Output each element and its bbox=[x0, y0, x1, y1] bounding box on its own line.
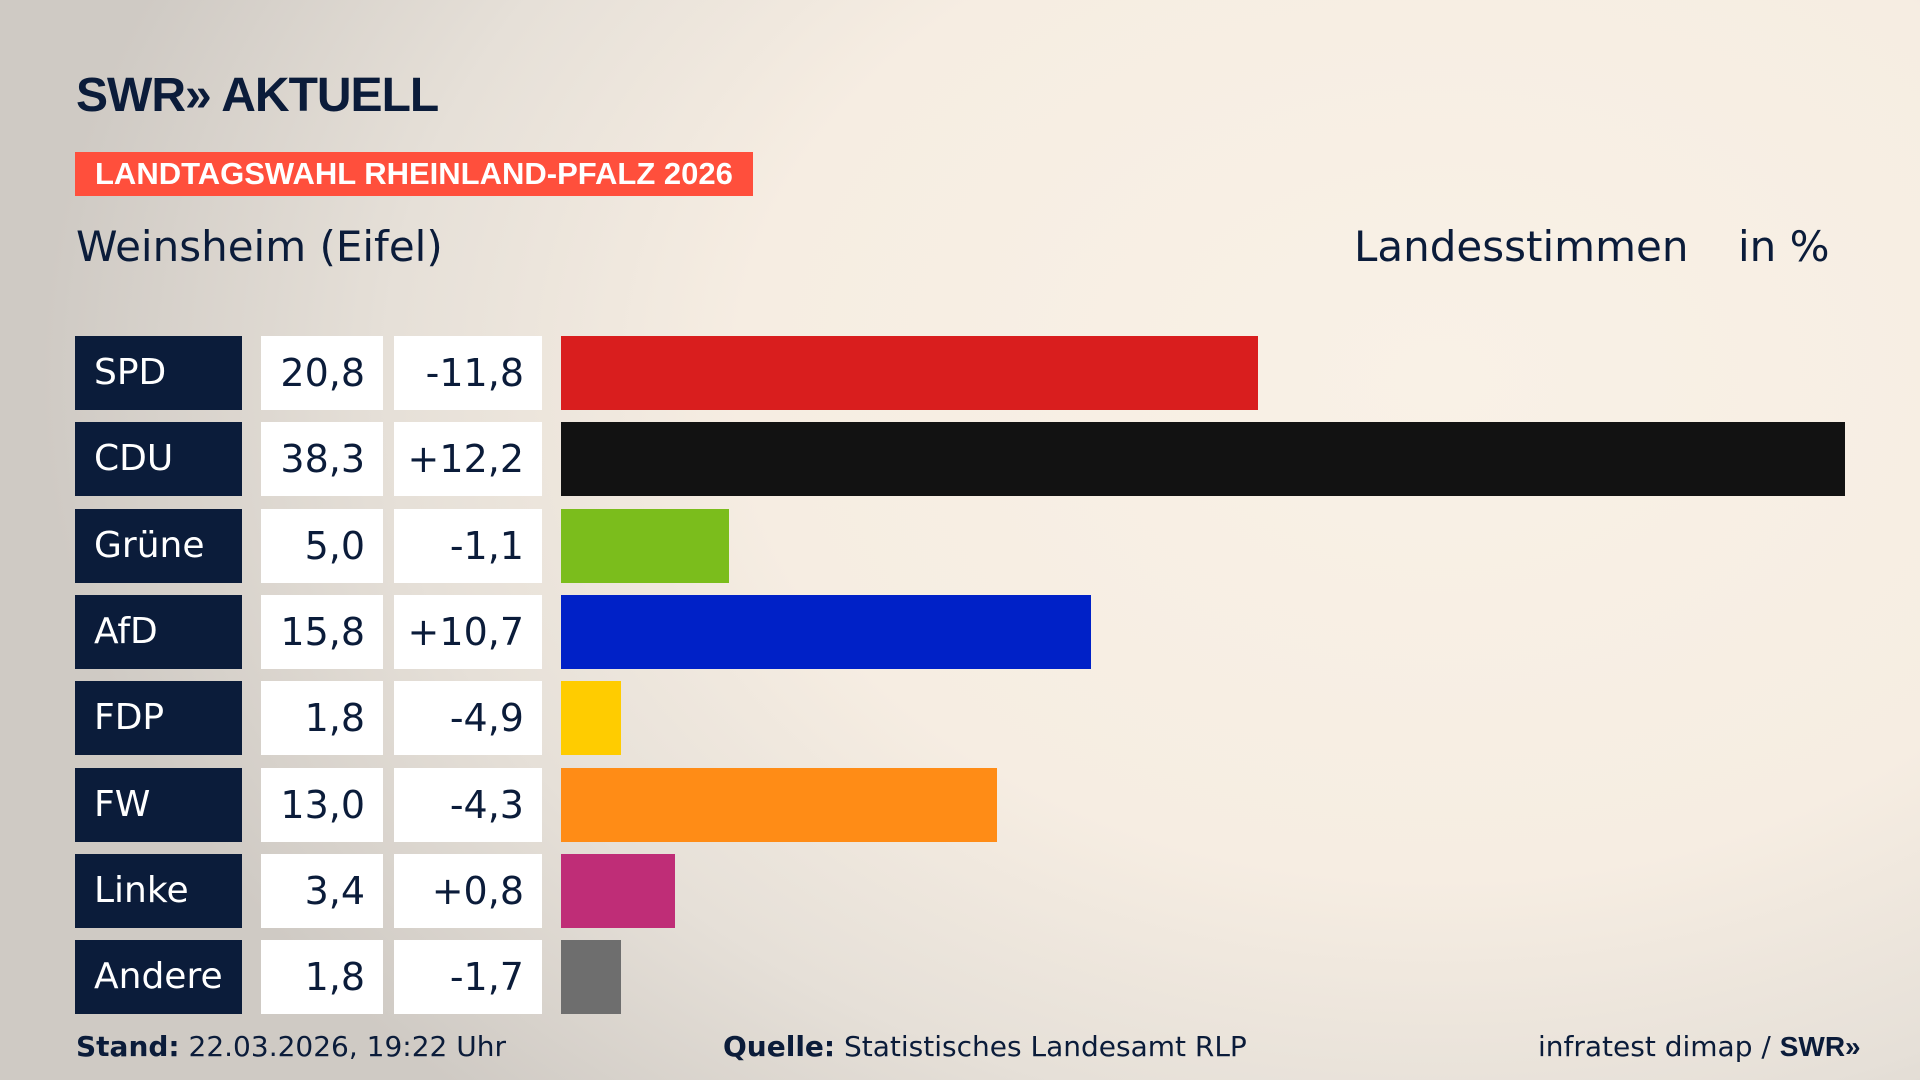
stand-label: Stand: bbox=[76, 1030, 180, 1063]
change-label: -1,7 bbox=[394, 940, 542, 1015]
timestamp: Stand: 22.03.2026, 19:22 Uhr bbox=[76, 1030, 506, 1063]
swr-aktuell-logo: SWR» AKTUELL bbox=[76, 69, 439, 122]
bar-fw bbox=[561, 767, 997, 842]
bar-linke bbox=[561, 853, 675, 928]
location-title: Weinsheim (Eifel) bbox=[76, 222, 443, 271]
party-label: Grüne bbox=[75, 508, 242, 583]
change-label: +12,2 bbox=[394, 422, 542, 497]
bar-fdp bbox=[561, 681, 622, 756]
source-value: Statistisches Landesamt RLP bbox=[844, 1030, 1247, 1063]
change-label: -1,1 bbox=[394, 508, 542, 583]
value-label: 1,8 bbox=[261, 681, 383, 756]
change-label: +0,8 bbox=[394, 853, 542, 928]
value-label: 20,8 bbox=[261, 336, 383, 410]
value-label: 13,0 bbox=[261, 767, 383, 842]
bar-afd bbox=[561, 594, 1091, 669]
credit: infratest dimap / SWR» bbox=[1538, 1030, 1861, 1063]
party-label: FW bbox=[75, 767, 242, 842]
bar-spd bbox=[561, 336, 1259, 410]
party-label: FDP bbox=[75, 681, 242, 756]
source-label: Quelle: bbox=[723, 1030, 836, 1063]
value-label: 1,8 bbox=[261, 940, 383, 1015]
measure-label: Landesstimmen bbox=[1354, 222, 1689, 271]
election-tag: LANDTAGSWAHL RHEINLAND-PFALZ 2026 bbox=[75, 152, 753, 196]
change-label: -11,8 bbox=[394, 336, 542, 410]
change-label: -4,3 bbox=[394, 767, 542, 842]
bar-cdu bbox=[561, 422, 1845, 497]
credit-text: infratest dimap / bbox=[1538, 1030, 1771, 1063]
value-label: 3,4 bbox=[261, 853, 383, 928]
value-label: 38,3 bbox=[261, 422, 383, 497]
value-label: 15,8 bbox=[261, 594, 383, 669]
party-label: Andere bbox=[75, 940, 242, 1015]
stand-value: 22.03.2026, 19:22 Uhr bbox=[188, 1030, 506, 1063]
change-label: -4,9 bbox=[394, 681, 542, 756]
unit-label: in % bbox=[1738, 222, 1830, 271]
party-label: Linke bbox=[75, 853, 242, 928]
party-label: AfD bbox=[75, 594, 242, 669]
value-label: 5,0 bbox=[261, 508, 383, 583]
bar-andere bbox=[561, 940, 622, 1015]
party-label: CDU bbox=[75, 422, 242, 497]
source: Quelle: Statistisches Landesamt RLP bbox=[723, 1030, 1247, 1063]
swr-logo: SWR» bbox=[1779, 1031, 1861, 1062]
party-label: SPD bbox=[75, 336, 242, 410]
change-label: +10,7 bbox=[394, 594, 542, 669]
bar-grüne bbox=[561, 508, 729, 583]
